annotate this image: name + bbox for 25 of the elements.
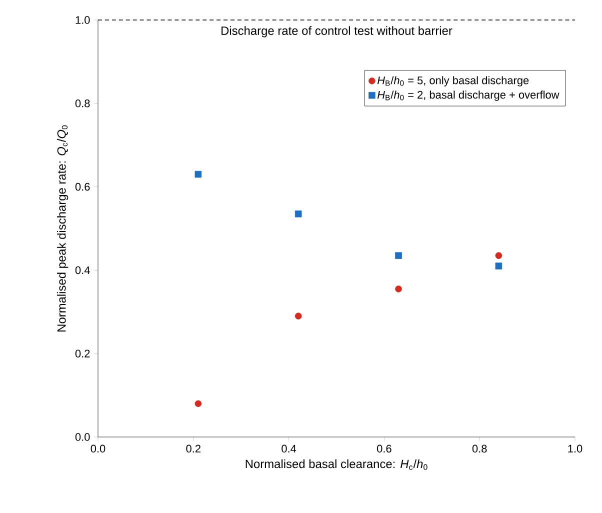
y-tick-label: 0.6 — [75, 182, 90, 191]
point — [194, 170, 202, 178]
y-tick-label: 0.0 — [75, 433, 90, 441]
y-tick-label: 1.0 — [76, 16, 90, 24]
y-axis-title: Normalised peak discharge rate: Q$_{c}$/Q$_{0}$ — [57, 125, 68, 332]
y-tick-label: 0.4 — [75, 266, 90, 274]
point — [294, 210, 302, 218]
x-tick-label: 0.8 — [472, 444, 487, 453]
x-tick-label: 0.2 — [186, 444, 200, 453]
point — [495, 252, 502, 259]
y-tick-label: 0.8 — [75, 100, 90, 108]
point — [495, 262, 502, 270]
legend-label: H$_{B}$/h$_{0}$ = 2, basal discharge + overflow — [377, 90, 560, 101]
x-tick-label: 0.6 — [377, 444, 392, 453]
point — [194, 400, 202, 408]
ref-line-label: Discharge rate of control test without barrier — [222, 26, 452, 38]
legend-label: H$_{B}$/h$_{0}$ = 5, only basal discharge — [377, 76, 529, 86]
x-tick-label: 1.0 — [568, 444, 582, 453]
point — [294, 312, 302, 320]
x-tick-label: 0.0 — [90, 444, 106, 453]
x-tick-label: 0.4 — [282, 444, 296, 453]
x-axis-title: Normalised basal clearance: H$_{c}$/h$_{0}$ — [246, 459, 428, 470]
point — [395, 252, 402, 259]
point — [395, 286, 402, 292]
y-tick-label: 0.2 — [75, 350, 90, 358]
